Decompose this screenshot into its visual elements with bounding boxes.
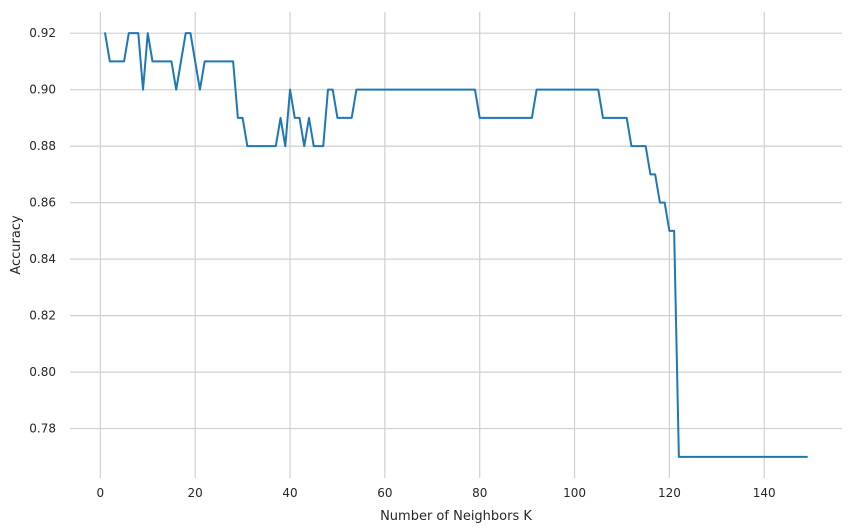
x-tick-label: 140 xyxy=(753,486,776,500)
x-tick-label: 60 xyxy=(377,486,392,500)
y-tick-label: 0.80 xyxy=(29,365,56,379)
x-axis-label: Number of Neighbors K xyxy=(380,509,532,524)
y-axis-label: Accuracy xyxy=(9,215,24,275)
data-points xyxy=(105,33,807,457)
y-tick-label: 0.84 xyxy=(29,252,56,266)
y-tick-label: 0.86 xyxy=(29,196,56,210)
x-tick-label: 20 xyxy=(188,486,203,500)
x-tick-label: 120 xyxy=(658,486,681,500)
y-tick-label: 0.92 xyxy=(29,26,56,40)
y-gridlines xyxy=(70,32,842,430)
x-tick-label: 100 xyxy=(563,486,586,500)
x-tick-label: 80 xyxy=(472,486,487,500)
x-tick-label: 0 xyxy=(97,486,105,500)
y-tick-label: 0.88 xyxy=(29,139,56,153)
accuracy-series-line xyxy=(104,32,808,458)
y-tick-label: 0.90 xyxy=(29,83,56,97)
x-tick-label: 40 xyxy=(282,486,297,500)
y-tick-label: 0.78 xyxy=(29,422,56,436)
x-gridlines xyxy=(99,12,765,478)
x-tick-labels: 0 20 40 60 80 100 120 140 xyxy=(97,486,776,500)
y-tick-labels: 0.78 0.80 0.82 0.84 0.86 0.88 0.90 0.92 xyxy=(29,26,56,435)
y-tick-label: 0.82 xyxy=(29,309,56,323)
